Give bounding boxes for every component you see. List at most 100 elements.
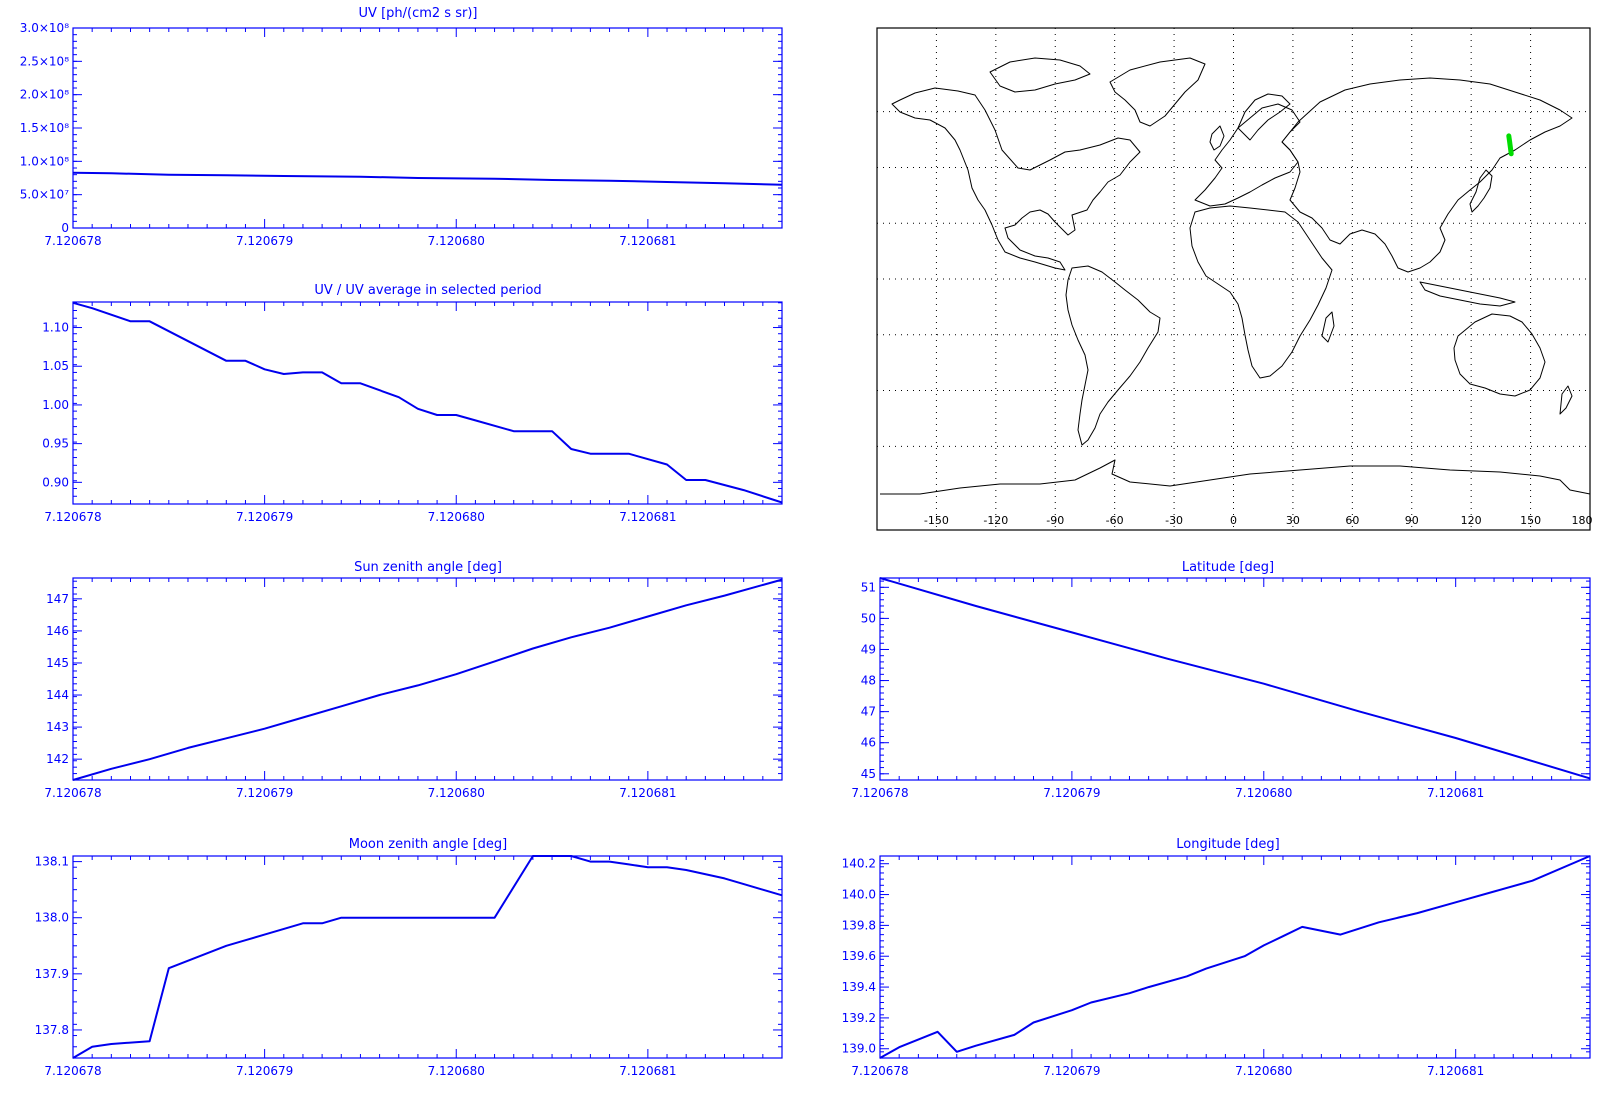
- sun-zenith-chart-frame: [72, 577, 783, 781]
- map-x-tick-label: -30: [1165, 514, 1183, 527]
- world-map-coastlines: [880, 57, 1591, 495]
- y-tick-label: 3.0×10⁸: [20, 21, 69, 35]
- x-tick-label: 7.120678: [851, 786, 908, 800]
- y-tick-label: 142: [46, 752, 69, 766]
- x-tick-label: 7.120679: [236, 786, 293, 800]
- arctic-islands-coastline: [989, 57, 1091, 93]
- sun-zenith-chart-title: Sun zenith angle [deg]: [354, 560, 502, 575]
- y-tick-label: 143: [46, 720, 69, 734]
- x-tick-label: 7.120681: [619, 1064, 676, 1078]
- x-tick-label: 7.120679: [1043, 786, 1100, 800]
- map-x-tick-label: -60: [1106, 514, 1124, 527]
- y-tick-label: 45: [861, 767, 876, 781]
- moon-zenith-chart-title: Moon zenith angle [deg]: [349, 837, 507, 852]
- map-x-tick-label: 30: [1286, 514, 1300, 527]
- map-x-tick-label: 90: [1405, 514, 1419, 527]
- latitude-marks: 45 46 47 48 49 50 51 7.120678 7.120679 7.120680 7.…: [851, 577, 1591, 800]
- latitude-chart-title: Latitude [deg]: [1182, 560, 1274, 575]
- x-tick-label: 7.120678: [44, 786, 101, 800]
- uv-marks: 0 5.0×10⁷ 1.0×10⁸ 1.5×10⁸ 2.0×10⁸ 2.5×10⁸ 3.0×…: [20, 21, 783, 248]
- moon-zenith-chart: Moon zenith angle [deg]: [72, 837, 783, 1059]
- x-tick-label: 7.120680: [428, 1064, 485, 1078]
- y-tick-label: 140.2: [842, 857, 876, 871]
- map-x-tick-label: 120: [1461, 514, 1482, 527]
- y-tick-label: 139.0: [842, 1042, 876, 1056]
- y-tick-label: 146: [46, 624, 69, 638]
- y-tick-label: 1.05: [42, 359, 69, 373]
- x-tick-label: 7.120679: [236, 1064, 293, 1078]
- latitude-chart: Latitude [deg]: [879, 560, 1591, 781]
- uv-chart: UV [ph/(cm2 s sr)]: [72, 6, 783, 229]
- antarctica-coastline: [880, 459, 1591, 495]
- y-tick-label: 139.6: [842, 949, 876, 963]
- world-map: -150 -120 -90 -60 -30 0 30 60 90 120 150 180: [876, 27, 1593, 531]
- y-tick-label: 48: [861, 674, 876, 688]
- x-tick-label: 7.120680: [428, 510, 485, 524]
- x-tick-label: 7.120680: [1235, 786, 1292, 800]
- y-tick-label: 144: [46, 688, 69, 702]
- map-x-tick-label: 0: [1230, 514, 1237, 527]
- satellite-track: [1506, 133, 1514, 157]
- x-tick-label: 7.120680: [428, 234, 485, 248]
- x-tick-label: 7.120679: [236, 234, 293, 248]
- europe-coastline: [1194, 103, 1301, 207]
- x-tick-label: 7.120679: [236, 510, 293, 524]
- y-tick-label: 139.8: [842, 918, 876, 932]
- map-x-tick-label: -150: [924, 514, 949, 527]
- longitude-marks: 139.0 139.2 139.4 139.6 139.8 140.0 140.2 7.120…: [842, 855, 1591, 1078]
- y-tick-label: 1.00: [42, 398, 69, 412]
- y-tick-label: 0: [61, 221, 69, 235]
- x-tick-label: 7.120678: [851, 1064, 908, 1078]
- map-x-tick-label: -120: [983, 514, 1008, 527]
- longitude-chart-title: Longitude [deg]: [1176, 837, 1279, 852]
- uv-ratio-series-line: [72, 301, 783, 504]
- x-tick-label: 7.120678: [44, 510, 101, 524]
- y-tick-label: 2.5×10⁸: [20, 54, 69, 68]
- longitude-chart-frame: [879, 855, 1591, 1059]
- world-map-grid: [877, 28, 1590, 530]
- x-tick-label: 7.120681: [1427, 1064, 1484, 1078]
- y-tick-label: 138.0: [35, 911, 69, 925]
- map-x-tick-label: 150: [1520, 514, 1541, 527]
- y-tick-label: 51: [861, 580, 876, 594]
- africa-coastline: [1189, 205, 1333, 379]
- y-tick-label: 1.5×10⁸: [20, 121, 69, 135]
- y-tick-label: 147: [46, 592, 69, 606]
- sun-zenith-series-line: [72, 578, 783, 781]
- y-tick-label: 1.10: [42, 321, 69, 335]
- north-america-coastline: [891, 87, 1141, 271]
- madagascar-coastline: [1321, 311, 1335, 343]
- uv-series-line: [72, 171, 783, 186]
- y-tick-label: 138.1: [35, 855, 69, 869]
- asia-coastline: [1281, 77, 1573, 273]
- map-x-tick-label: 60: [1345, 514, 1359, 527]
- y-tick-label: 47: [861, 705, 876, 719]
- map-x-tick-label: -90: [1046, 514, 1064, 527]
- x-tick-label: 7.120679: [1043, 1064, 1100, 1078]
- moon-zenith-chart-frame: [72, 855, 783, 1059]
- y-tick-label: 145: [46, 656, 69, 670]
- world-map-x-ticks: -150 -120 -90 -60 -30 0 30 60 90 120 150 180: [924, 514, 1593, 527]
- map-x-tick-label: 180: [1572, 514, 1593, 527]
- uv-ratio-marks: 0.90 0.95 1.00 1.05 1.10 7.120678 7.120679 7.12…: [42, 301, 783, 524]
- y-tick-label: 0.95: [42, 437, 69, 451]
- moon-zenith-series-line: [72, 855, 783, 1059]
- x-tick-label: 7.120681: [1427, 786, 1484, 800]
- longitude-series-line: [879, 855, 1591, 1059]
- x-tick-label: 7.120681: [619, 510, 676, 524]
- uv-chart-frame: [72, 27, 783, 229]
- longitude-chart: Longitude [deg]: [879, 837, 1591, 1059]
- latitude-series-line: [879, 577, 1591, 780]
- y-tick-label: 140.0: [842, 888, 876, 902]
- x-tick-label: 7.120681: [619, 234, 676, 248]
- greenland-coastline: [1109, 57, 1206, 127]
- y-tick-label: 49: [861, 642, 876, 656]
- moon-zenith-marks: 137.8 137.9 138.0 138.1 7.120678 7.120679 7.12…: [35, 855, 783, 1078]
- x-tick-label: 7.120678: [44, 234, 101, 248]
- y-tick-label: 50: [861, 611, 876, 625]
- world-map-track: [1506, 133, 1514, 157]
- uv-ratio-chart-frame: [72, 301, 783, 505]
- y-tick-label: 5.0×10⁷: [20, 188, 69, 202]
- chart-marks: 0 5.0×10⁷ 1.0×10⁸ 1.5×10⁸ 2.0×10⁸ 2.5×10⁸ 3.0×…: [20, 21, 1591, 1078]
